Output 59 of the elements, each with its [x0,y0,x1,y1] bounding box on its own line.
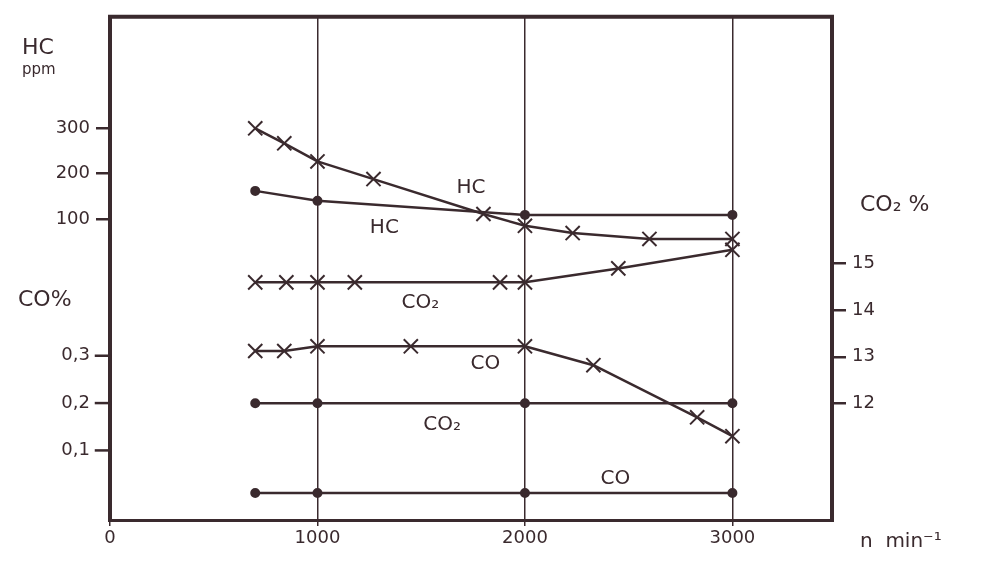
y2-tick-label: 12 [852,390,875,412]
point [519,209,530,220]
point [724,428,741,445]
x-axis-title: n min⁻¹ [860,528,942,553]
y-tick-label: 100 [55,206,90,228]
x-tick-label: 1000 [294,525,341,547]
point [312,398,323,409]
point [689,409,706,426]
point [516,274,534,291]
point [519,488,530,499]
point [276,135,293,152]
y2-tick-label: 13 [852,344,875,366]
point [365,171,382,188]
point [247,342,264,360]
point [727,488,738,499]
point [276,342,293,360]
point [516,217,534,234]
y3-axis-title: CO% [18,286,72,312]
series-label: CO₂ [423,411,461,436]
series-label: CO₂ [401,288,440,313]
y-axis-title: HC ppm [22,34,56,79]
point [312,488,323,499]
point [247,120,264,137]
series-label: CO [470,350,501,375]
point [250,398,261,409]
x-tick-label: 2000 [502,525,548,547]
point [610,260,627,277]
point [247,274,264,291]
point [519,398,530,409]
point [250,488,261,499]
point [564,224,581,242]
point [346,274,363,291]
series-label: HC [369,213,399,238]
point [250,185,261,196]
x-tick-label: 0 [104,525,116,547]
point [727,398,738,409]
point [312,195,323,206]
series-label: CO [600,465,631,490]
point [309,153,326,170]
y-tick-label: 200 [55,161,90,183]
point [309,274,326,291]
y3-tick-label: 0,3 [61,343,91,365]
x-tick-label: 3000 [709,525,756,547]
y-tick-label: 300 [55,115,90,137]
y2-axis-title: CO₂ % [860,191,930,217]
point [278,274,295,291]
point [491,274,509,291]
y2-tick-label: 14 [852,297,875,319]
point [641,230,658,247]
point [402,338,419,355]
y2-tick-label: 15 [852,251,875,273]
point [727,209,738,220]
y3-tick-label: 0,2 [61,390,91,412]
point [475,205,492,223]
point [585,357,602,374]
point [516,338,534,355]
point [309,338,326,355]
y3-tick-label: 0,1 [61,438,91,460]
series-label: HC [456,174,486,199]
